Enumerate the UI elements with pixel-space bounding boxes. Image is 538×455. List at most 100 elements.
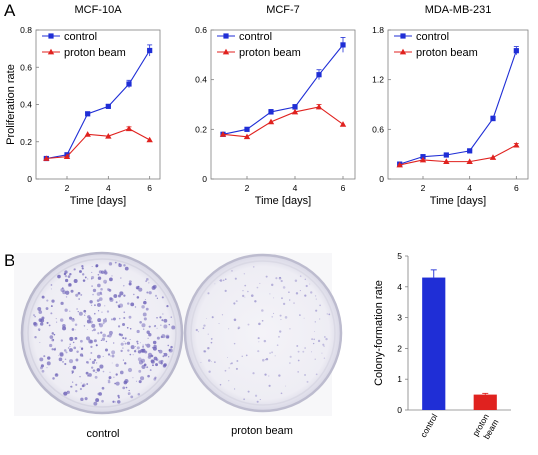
colony-dot [105,317,107,319]
bar-1 [473,394,497,410]
colony-dot [160,362,163,365]
colony-dot [94,312,96,315]
colony-dot [102,370,105,373]
colony-dot [230,362,233,365]
y-tick-label: 1.8 [372,25,384,35]
legend-label-proton: proton beam [239,47,301,59]
colony-dot [237,328,239,330]
data-point [268,109,274,115]
colony-dot [64,308,68,312]
colony-dot [142,344,144,346]
colony-dot [127,349,130,352]
colony-dot [115,373,118,376]
proton-dish-colonies [195,266,331,403]
colony-dot [162,364,167,368]
data-point [63,153,71,160]
colony-dot [203,350,206,353]
colony-dot [137,392,141,396]
colony-dot [154,324,156,327]
data-point [316,72,322,78]
colony-dot [297,350,300,353]
colony-dot [46,321,49,324]
colony-dot [79,270,82,273]
colony-dot [79,353,84,357]
colony-dot [138,369,142,373]
colony-dot [314,358,316,360]
colony-dot [168,356,170,358]
colony-dot [234,277,237,280]
data-point [396,161,403,168]
series-line-0 [46,50,151,160]
colony-dot [38,318,43,323]
colony-dot [268,375,270,377]
colony-dot [233,388,236,390]
y-tick-label: 1.2 [372,75,384,85]
series-line-0 [399,50,517,165]
colony-dot [68,359,74,364]
colony-dot [75,383,78,386]
colony-dot [161,296,164,299]
colony-dot [129,353,132,356]
colony-dot [310,291,313,294]
colony-dot [62,361,64,363]
colony-dot [142,312,147,317]
colony-dot [63,349,67,352]
colony-dot [305,284,308,288]
colony-dot [107,380,111,384]
colony-dot [299,275,302,277]
colony-dot [99,291,102,294]
colony-dot [124,266,129,271]
colony-dot [256,286,259,289]
legend-marker-control [400,33,406,39]
y-tick-label: 0.6 [372,124,384,134]
colony-dot [113,376,115,378]
y-axis-label: Colony-formation rate [373,280,385,386]
colony-dot [279,276,281,279]
data-point [219,131,227,137]
colony-dot [123,294,126,297]
colony-dot [129,338,131,341]
colony-dot [132,354,134,356]
legend-label-proton: proton beam [64,47,126,59]
colony-dot [247,390,250,393]
colony-dot [118,294,121,298]
colony-dot [49,343,53,348]
colony-dot [54,373,59,377]
colony-dot [203,324,206,327]
colony-dot [104,282,106,284]
proton-dish-rim [190,260,336,406]
colony-dot [313,338,315,341]
colony-dot [123,316,126,320]
colony-dot [55,373,57,375]
colony-dot [75,329,77,331]
colony-dot [289,328,291,330]
colony-dot [57,274,61,279]
chart-mdamb231: MDA-MB-231 0 0.6 1.2 1.8 2 4 6 Time [days] contro… [372,4,529,207]
colony-dot [71,372,73,374]
colony-dot [269,352,271,354]
colony-dot [274,355,276,357]
control-dish-rim [27,258,177,408]
colony-dot [124,362,127,365]
colony-dot [92,293,94,296]
colony-dot [65,290,70,295]
colony-dot [51,299,55,303]
colony-dot [102,333,106,338]
panel-label-a: A [4,1,16,20]
colony-dot [84,276,87,279]
colony-dot [63,391,68,396]
colony-dot [156,336,160,340]
colony-dot [97,310,100,312]
colony-dot [79,346,81,348]
colony-dot [96,354,101,359]
colony-dot [244,284,247,287]
colony-dot [89,358,91,360]
colony-dot [75,358,79,362]
colony-dot [146,330,150,334]
colony-dot [219,279,223,282]
colony-dot [271,283,274,287]
colony-dot [224,369,227,372]
colony-dot [39,357,44,362]
plot-frame [210,29,356,180]
colony-dot [122,337,125,339]
